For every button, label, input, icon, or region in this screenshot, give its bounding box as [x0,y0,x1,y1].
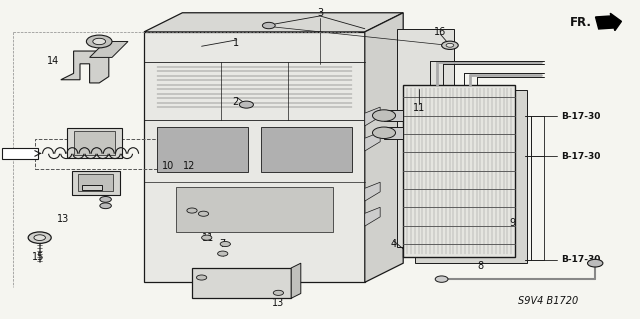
Text: 10: 10 [162,161,175,171]
Circle shape [588,259,603,267]
Circle shape [442,41,458,49]
Text: 11: 11 [413,103,426,114]
Circle shape [446,43,454,47]
Polygon shape [415,90,527,263]
Circle shape [28,232,51,243]
Text: B-17-30: B-17-30 [561,256,601,264]
Circle shape [239,101,253,108]
Circle shape [435,276,448,282]
Circle shape [187,208,197,213]
Text: 12: 12 [182,161,195,171]
Polygon shape [176,187,333,232]
Text: 7: 7 [219,239,225,249]
FancyArrow shape [596,13,621,31]
Polygon shape [384,110,403,121]
Polygon shape [384,127,403,138]
Text: 16: 16 [434,27,447,37]
Text: FR.: FR. [570,16,591,29]
Polygon shape [67,128,122,158]
Polygon shape [291,263,301,298]
Text: B-17-30: B-17-30 [561,112,601,121]
Circle shape [372,127,396,138]
Text: 2: 2 [232,97,239,107]
Text: 8: 8 [477,261,483,271]
Polygon shape [61,51,109,83]
Circle shape [220,241,230,247]
Polygon shape [365,13,403,282]
Circle shape [372,110,396,121]
Text: 11: 11 [202,233,214,243]
Text: 6: 6 [275,284,282,294]
Text: 9: 9 [509,218,515,228]
Text: 14: 14 [47,56,60,66]
Text: 1: 1 [232,38,239,48]
Polygon shape [403,85,515,257]
Text: 15: 15 [32,252,45,262]
Circle shape [202,235,212,240]
Polygon shape [72,171,120,195]
Polygon shape [90,41,128,57]
FancyBboxPatch shape [2,148,38,159]
Polygon shape [397,29,454,247]
Text: M: M [91,138,97,147]
Text: 5: 5 [72,182,79,192]
Polygon shape [157,127,248,172]
Text: B-17-30: B-17-30 [561,152,601,161]
Polygon shape [365,132,380,151]
Circle shape [196,275,207,280]
Polygon shape [78,174,113,191]
Circle shape [86,35,112,48]
Text: 4: 4 [390,239,397,249]
Polygon shape [365,207,380,226]
Polygon shape [144,32,365,282]
FancyBboxPatch shape [6,6,634,316]
Circle shape [262,22,275,29]
Circle shape [34,235,45,241]
Polygon shape [365,182,380,201]
Text: B-61: B-61 [8,149,31,158]
Text: 13: 13 [56,213,69,224]
Text: 7: 7 [109,146,115,157]
Circle shape [100,203,111,209]
Polygon shape [365,107,380,126]
Circle shape [273,290,284,295]
Polygon shape [261,127,352,172]
Text: S9V4 B1720: S9V4 B1720 [518,296,579,307]
Text: 14: 14 [208,276,221,286]
Circle shape [100,197,111,202]
Polygon shape [144,13,403,32]
Circle shape [218,251,228,256]
Polygon shape [82,185,102,190]
Polygon shape [74,131,115,155]
Circle shape [198,211,209,216]
Text: 13: 13 [272,298,285,308]
Text: 3: 3 [317,8,323,18]
Text: 7: 7 [109,184,115,194]
Circle shape [93,38,106,45]
Polygon shape [192,268,291,298]
